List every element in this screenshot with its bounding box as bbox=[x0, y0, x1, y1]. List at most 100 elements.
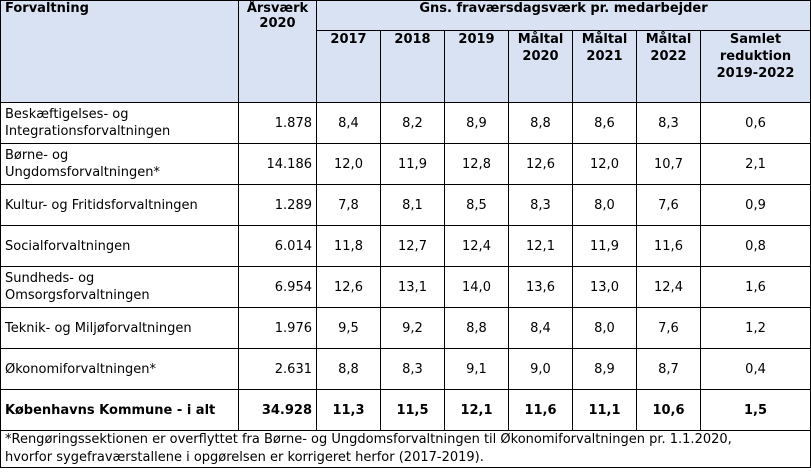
header-year-line: 2020 bbox=[522, 49, 559, 64]
row-value: 8,7 bbox=[636, 348, 701, 390]
row-value: 1,6 bbox=[699, 266, 811, 308]
row-value: 8,3 bbox=[636, 102, 701, 144]
row-value: 8,6 bbox=[572, 102, 637, 144]
total-value: 10,6 bbox=[636, 389, 701, 431]
row-value: 7,8 bbox=[316, 184, 381, 226]
header-year: 2019 bbox=[444, 30, 509, 103]
row-value: 8,8 bbox=[444, 307, 509, 349]
header-group: Gns. fraværsdagsværk pr. medarbejder bbox=[315, 0, 811, 31]
row-value: 0,4 bbox=[699, 348, 811, 390]
row-value: 11,6 bbox=[636, 225, 701, 267]
header-aarsvaerk-line1: Årsværk bbox=[246, 1, 309, 16]
footnote-line: *Rengøringssektionen er overflyttet fra … bbox=[5, 432, 732, 447]
row-name: Kultur- og Fritidsforvaltningen bbox=[0, 184, 239, 226]
header-year-line: 2018 bbox=[394, 32, 431, 47]
header-year: Måltal 2020 bbox=[508, 30, 573, 103]
row-value: 8,3 bbox=[380, 348, 445, 390]
row-value: 0,6 bbox=[699, 102, 811, 144]
header-year-line: 2017 bbox=[330, 32, 367, 47]
row-value: 12,0 bbox=[316, 143, 381, 185]
row-value: 8,8 bbox=[316, 348, 381, 390]
row-value: 11,9 bbox=[572, 225, 637, 267]
row-value: 14,0 bbox=[444, 266, 509, 308]
header-year: 2017 bbox=[316, 30, 381, 103]
total-value: 11,6 bbox=[508, 389, 573, 431]
row-value: 8,4 bbox=[316, 102, 381, 144]
row-name-line: Teknik- og Miljøforvaltningen bbox=[5, 320, 192, 336]
row-value: 2,1 bbox=[699, 143, 811, 185]
row-value: 7,6 bbox=[636, 184, 701, 226]
footnote-row: *Rengøringssektionen er overflyttet fra … bbox=[0, 430, 811, 468]
row-value: 8,9 bbox=[444, 102, 509, 144]
row-value: 9,0 bbox=[508, 348, 573, 390]
row-name-line: Børne- og bbox=[5, 148, 69, 163]
header-aarsvaerk-line2: 2020 bbox=[259, 16, 296, 31]
row-aarsvaerk: 14.186 bbox=[238, 143, 317, 185]
table-row: Beskæftigelses- og Integrationsforvaltnin… bbox=[0, 102, 811, 144]
row-value: 8,5 bbox=[444, 184, 509, 226]
footnote-line: hvorfor sygefraværstallene i opgørelsen … bbox=[5, 450, 484, 465]
row-value: 9,1 bbox=[444, 348, 509, 390]
row-name: Børne- og Ungdomsforvaltningen* bbox=[0, 143, 239, 185]
footnote: *Rengøringssektionen er overflyttet fra … bbox=[0, 430, 811, 468]
total-name: Københavns Kommune - i alt bbox=[0, 389, 239, 431]
row-value: 12,4 bbox=[636, 266, 701, 308]
row-value: 10,7 bbox=[636, 143, 701, 185]
row-name: Socialforvaltningen bbox=[0, 225, 239, 267]
header-year-line: Samlet bbox=[729, 32, 782, 47]
row-value: 0,8 bbox=[699, 225, 811, 267]
total-value: 12,1 bbox=[444, 389, 509, 431]
header-year: 2018 bbox=[380, 30, 445, 103]
row-name-line: Socialforvaltningen bbox=[5, 238, 131, 254]
row-value: 1,2 bbox=[699, 307, 811, 349]
row-name-line: Integrationsforvaltningen bbox=[5, 124, 171, 139]
row-aarsvaerk: 1.976 bbox=[238, 307, 317, 349]
row-value: 9,5 bbox=[316, 307, 381, 349]
row-value: 12,7 bbox=[380, 225, 445, 267]
header-year-line: Måltal bbox=[517, 32, 564, 47]
header-year-line: 2019-2022 bbox=[716, 66, 795, 81]
table-row: Kultur- og Fritidsforvaltningen 1.289 7,8 8… bbox=[0, 184, 811, 226]
header-year-line: reduktion bbox=[719, 49, 792, 64]
row-aarsvaerk: 6.954 bbox=[238, 266, 317, 308]
row-value: 8,3 bbox=[508, 184, 573, 226]
header-year: Måltal 2021 bbox=[572, 30, 637, 103]
row-name-line: Sundheds- og bbox=[5, 271, 95, 286]
row-value: 13,0 bbox=[572, 266, 637, 308]
row-value: 8,9 bbox=[572, 348, 637, 390]
row-value: 8,1 bbox=[380, 184, 445, 226]
row-value: 12,0 bbox=[572, 143, 637, 185]
row-value: 13,1 bbox=[380, 266, 445, 308]
header-forvaltning: Forvaltning bbox=[0, 0, 239, 103]
total-row: Københavns Kommune - i alt 34.928 11,3 11,5… bbox=[0, 389, 811, 431]
total-aarsvaerk: 34.928 bbox=[238, 389, 317, 431]
table-row: Børne- og Ungdomsforvaltningen* 14.186 12,0… bbox=[0, 143, 811, 185]
row-value: 8,4 bbox=[508, 307, 573, 349]
row-value: 9,2 bbox=[380, 307, 445, 349]
row-value: 7,6 bbox=[636, 307, 701, 349]
row-name: Økonomiforvaltningen* bbox=[0, 348, 239, 390]
header-year-line: Måltal bbox=[581, 32, 628, 47]
row-name-line: Kultur- og Fritidsforvaltningen bbox=[5, 197, 198, 213]
row-value: 8,8 bbox=[508, 102, 573, 144]
table-row: Teknik- og Miljøforvaltningen 1.976 9,5 9,2… bbox=[0, 307, 811, 349]
header-year-line: 2019 bbox=[458, 32, 495, 47]
row-value: 12,1 bbox=[508, 225, 573, 267]
total-value: 11,3 bbox=[316, 389, 381, 431]
header-year: Måltal 2022 bbox=[636, 30, 701, 103]
total-value: 11,5 bbox=[380, 389, 445, 431]
row-aarsvaerk: 2.631 bbox=[238, 348, 317, 390]
row-aarsvaerk: 1.878 bbox=[238, 102, 317, 144]
header-year-line: 2021 bbox=[586, 49, 623, 64]
header-aarsvaerk: Årsværk 2020 bbox=[238, 0, 317, 103]
row-value: 13,6 bbox=[508, 266, 573, 308]
row-aarsvaerk: 6.014 bbox=[238, 225, 317, 267]
row-name-line: Omsorgsforvaltningen bbox=[5, 288, 150, 303]
row-name-line: Beskæftigelses- og bbox=[5, 107, 129, 122]
row-value: 11,8 bbox=[316, 225, 381, 267]
row-name: Sundheds- og Omsorgsforvaltningen bbox=[0, 266, 239, 308]
table-body: Beskæftigelses- og Integrationsforvaltnin… bbox=[0, 102, 811, 468]
table-row: Økonomiforvaltningen* 2.631 8,8 8,3 9,1 9,0 8,… bbox=[0, 348, 811, 390]
total-value: 11,1 bbox=[572, 389, 637, 431]
row-name-line: Ungdomsforvaltningen* bbox=[5, 165, 160, 180]
